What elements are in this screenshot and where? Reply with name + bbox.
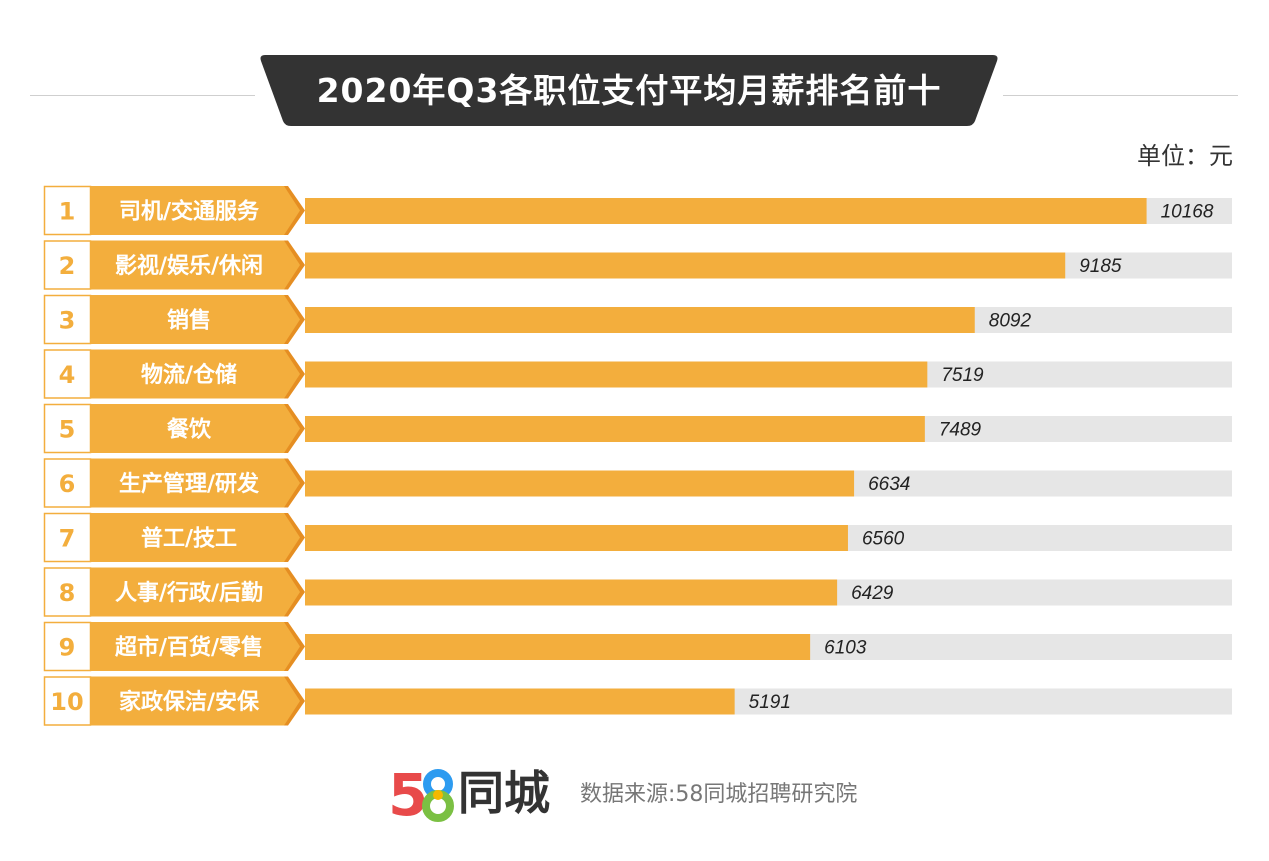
value-label: 6560 [862, 529, 905, 550]
rank-box [43, 676, 92, 726]
logo-8-center [433, 790, 443, 800]
bar [305, 634, 811, 660]
bar [305, 361, 928, 388]
rank-number: 9 [59, 634, 76, 662]
category-label: 餐饮 [167, 418, 212, 443]
bar [305, 307, 975, 333]
category-label-box [91, 404, 300, 453]
category-label: 人事/行政/后勤 [115, 580, 263, 606]
category-label: 销售 [167, 308, 211, 334]
value-label: 7489 [939, 420, 982, 441]
category-label-box [91, 240, 300, 290]
value-label: 7519 [941, 365, 984, 386]
category-label: 家政保洁/安保 [119, 689, 260, 715]
rank-number: 10 [50, 688, 83, 716]
rank-number: 8 [59, 579, 76, 607]
value-label: 10168 [1161, 202, 1214, 223]
data-source-note: 数据来源:58同城招聘研究院 [580, 782, 858, 807]
rank-box [43, 240, 92, 290]
bar [305, 579, 838, 606]
title-banner [260, 55, 998, 126]
rank-box [43, 185, 92, 236]
bar [305, 688, 735, 715]
rank-box [43, 458, 92, 508]
category-label-box [91, 676, 300, 726]
value-label: 9185 [1079, 256, 1122, 277]
logo-digit-5: 5 [388, 763, 428, 825]
rank-number: 1 [59, 198, 76, 226]
title-rule-right [1003, 95, 1238, 96]
rank-box [43, 567, 92, 617]
category-label: 物流/仓储 [141, 362, 237, 388]
title-rule-left [30, 95, 255, 96]
rank-box [43, 294, 92, 345]
bar [305, 252, 1066, 279]
value-label: 6103 [824, 638, 867, 659]
category-label-box [91, 349, 300, 399]
rank-box [43, 403, 92, 454]
logo-58-icon: 5 [388, 761, 456, 829]
rank-box [43, 621, 92, 672]
footer-brand: 同城 [458, 766, 550, 820]
value-label: 8092 [989, 311, 1032, 332]
category-label-box [91, 458, 300, 508]
value-label: 6429 [851, 583, 894, 604]
rank-number: 7 [59, 525, 76, 553]
bar [305, 416, 925, 442]
rank-box [43, 349, 92, 399]
page-title: 2020年Q3各职位支付平均月薪排名前十 [316, 71, 942, 110]
bar [305, 470, 855, 497]
value-label: 5191 [749, 692, 791, 713]
category-label: 生产管理/研发 [119, 471, 260, 497]
category-label-box [91, 622, 300, 671]
bar [305, 525, 848, 551]
category-label: 司机/交通服务 [119, 199, 260, 225]
rank-number: 4 [59, 361, 76, 389]
value-label: 6634 [868, 474, 910, 495]
rank-number: 2 [59, 252, 76, 280]
category-label: 影视/娱乐/休闲 [115, 253, 263, 279]
category-label: 普工/技工 [141, 526, 237, 552]
rank-number: 3 [59, 307, 76, 335]
unit-label: 单位：元 [1137, 142, 1233, 170]
rank-number: 6 [59, 470, 76, 498]
category-label-box [91, 295, 300, 344]
category-label-box [91, 567, 300, 617]
category-label-box [91, 513, 300, 562]
category-label: 超市/百货/零售 [115, 635, 263, 661]
category-label-box [91, 186, 300, 235]
rank-number: 5 [59, 416, 76, 444]
bar [305, 198, 1147, 224]
rank-box [43, 512, 92, 563]
